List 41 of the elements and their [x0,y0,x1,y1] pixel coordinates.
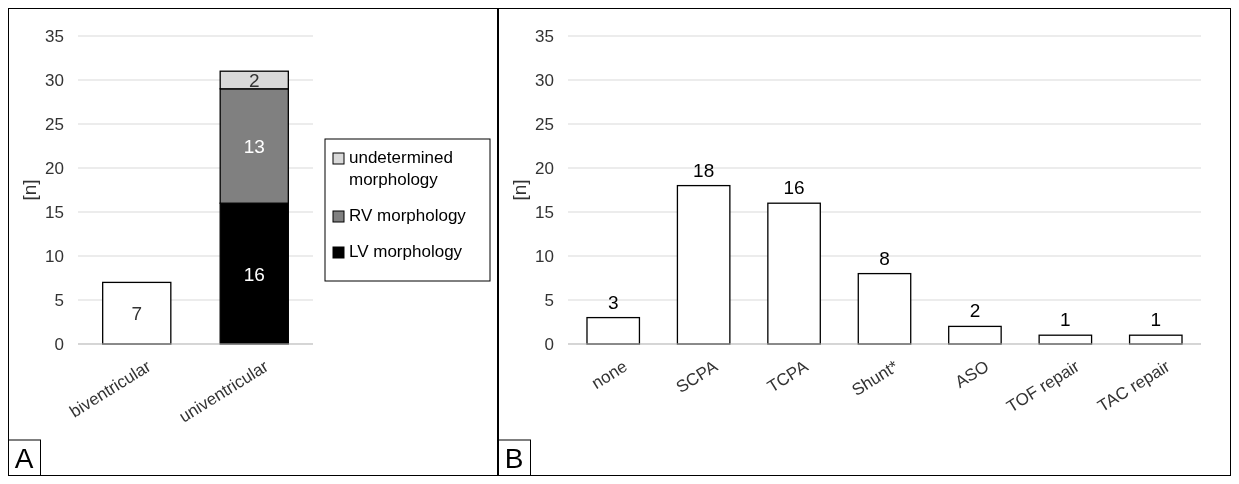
data-label: 13 [243,136,265,157]
y-tick-label: 20 [45,159,64,178]
bar [676,184,731,345]
y-axis-title: [n] [19,179,40,201]
legend-label: LV morphology [349,242,463,261]
data-label: 1 [1150,309,1162,331]
legend-label: RV morphology [349,206,467,225]
data-label: 8 [879,247,890,269]
data-label: 1 [1060,309,1071,331]
bar [586,316,641,345]
data-label: 7 [131,303,143,325]
y-tick-label: 25 [45,115,64,134]
y-tick-label: 0 [544,335,554,354]
data-label: 3 [607,291,619,313]
y-tick-label: 10 [45,247,64,266]
y-tick-label: 25 [535,115,554,134]
y-tick-label: 35 [45,27,64,46]
x-tick-label: none [588,356,631,393]
y-tick-label: 10 [535,247,554,266]
y-tick-label: 35 [535,27,554,46]
bar [857,272,912,345]
y-tick-label: 5 [544,291,554,310]
bar [767,202,821,345]
legend-label: undetermined morphology [349,148,453,189]
data-label: 2 [969,300,981,322]
bar [948,325,1002,345]
data-label: 16 [783,177,805,199]
y-tick-label: 5 [54,291,64,310]
text: B [504,443,524,474]
y-tick-label: 20 [535,159,554,178]
y-axis-title: [n] [509,179,530,201]
data-label: 2 [248,70,260,91]
y-tick-label: 30 [535,71,554,90]
y-tick-label: 15 [535,203,554,222]
text: A [14,443,34,474]
x-tick-label: ASO [951,356,993,392]
y-tick-label: 15 [45,203,64,222]
y-tick-label: 0 [54,335,64,354]
data-label: 16 [243,263,265,285]
y-tick-label: 30 [45,71,64,90]
data-label: 18 [693,159,715,181]
